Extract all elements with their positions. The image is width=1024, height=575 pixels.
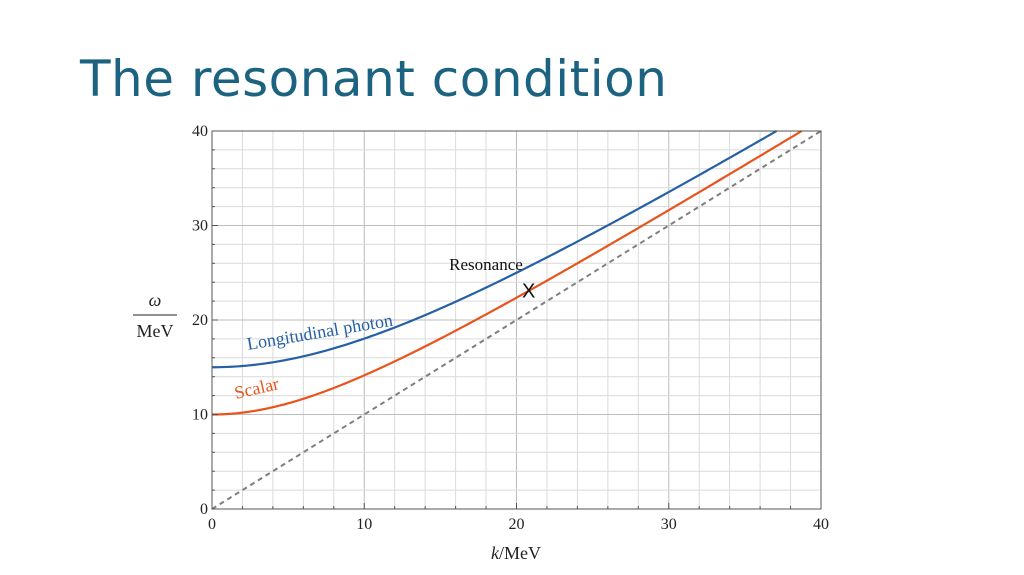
x-axis-label-var: k (491, 543, 500, 563)
x-tick-label: 30 (661, 516, 677, 533)
grid (212, 131, 821, 509)
y-tick-label: 10 (192, 407, 208, 424)
resonance-marker: X (522, 281, 535, 303)
scalar-curve (211, 130, 803, 416)
resonance-label: Resonance (449, 255, 523, 274)
x-axis-label-unit: /MeV (499, 543, 541, 563)
y-tick-label: 30 (192, 218, 208, 235)
photon-curve (211, 130, 778, 369)
x-tick-label: 10 (356, 516, 372, 533)
y-tick-label: 0 (200, 501, 208, 518)
x-tick-label: 0 (208, 516, 216, 533)
series-group (211, 130, 822, 510)
x-axis-label: k/MeV (491, 543, 541, 563)
tick-group: 0 10 20 30 40 0 10 20 30 40 (192, 123, 829, 533)
y-axis-label-denominator: MeV (137, 321, 174, 341)
slide-title: The resonant condition (80, 50, 668, 108)
x-tick-label: 20 (509, 516, 525, 533)
y-tick-label: 40 (192, 123, 208, 140)
light-line (211, 130, 822, 510)
y-axis-label-numerator: ω (149, 290, 162, 310)
y-tick-label: 20 (192, 312, 208, 329)
x-tick-label: 40 (813, 516, 829, 533)
